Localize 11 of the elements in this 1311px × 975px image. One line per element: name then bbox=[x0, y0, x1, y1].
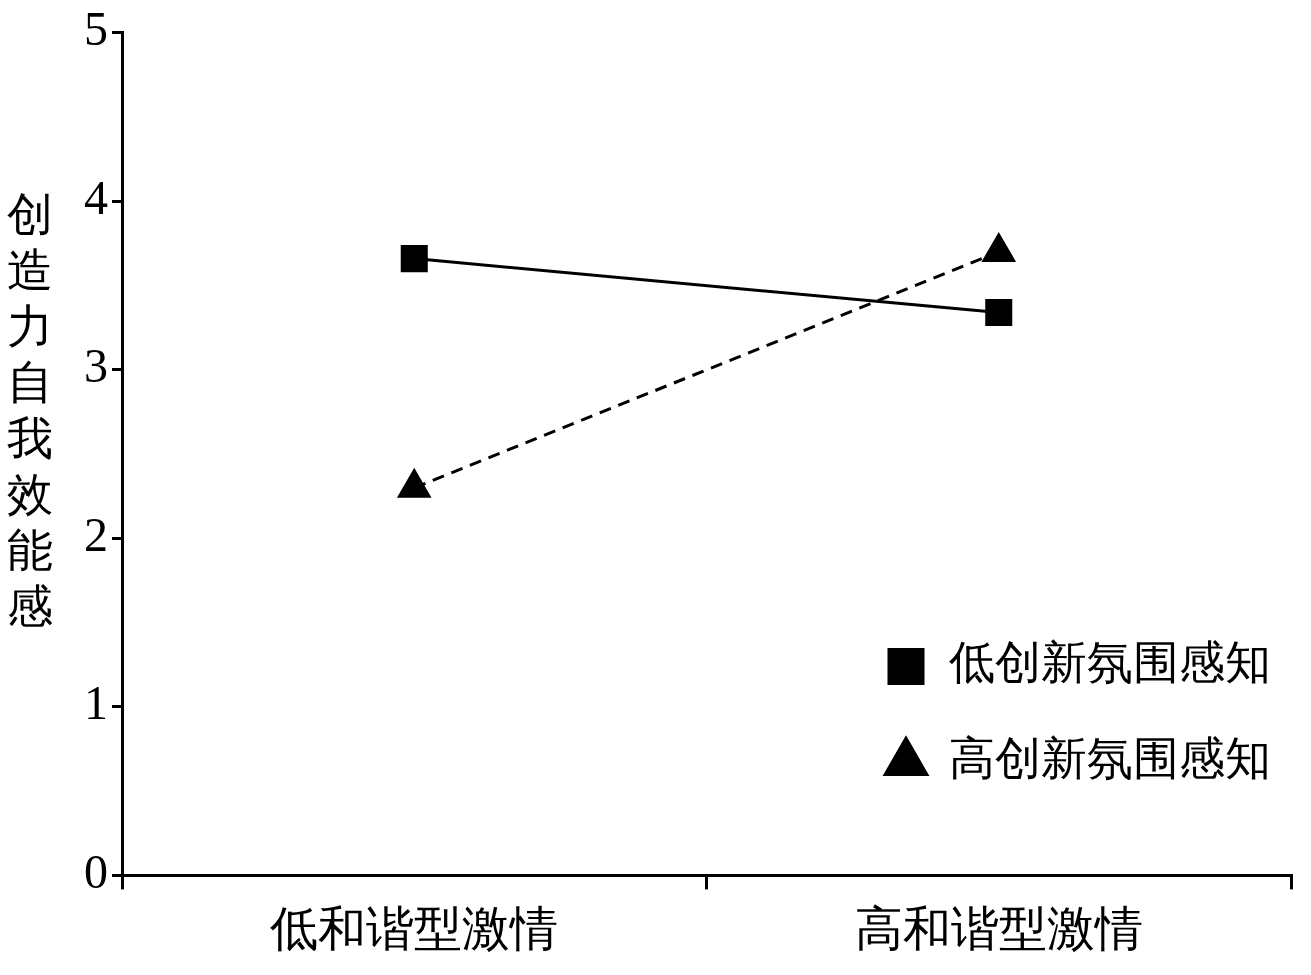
legend-label: 高创新氛围感知 bbox=[949, 733, 1271, 785]
x-tick-label: 高和谐型激情 bbox=[854, 901, 1143, 955]
y-tick-label: 1 bbox=[84, 676, 108, 730]
y-tick-label: 3 bbox=[84, 339, 108, 393]
y-tick-label: 0 bbox=[84, 845, 108, 899]
legend-label: 低创新氛围感知 bbox=[949, 637, 1271, 689]
y-tick-label: 5 bbox=[84, 2, 108, 56]
y-axis-title: 创造力自我效能感 bbox=[7, 189, 53, 633]
y-tick-label: 4 bbox=[84, 170, 108, 224]
y-tick-label: 2 bbox=[84, 507, 108, 561]
x-tick-label: 低和谐型激情 bbox=[270, 901, 559, 955]
